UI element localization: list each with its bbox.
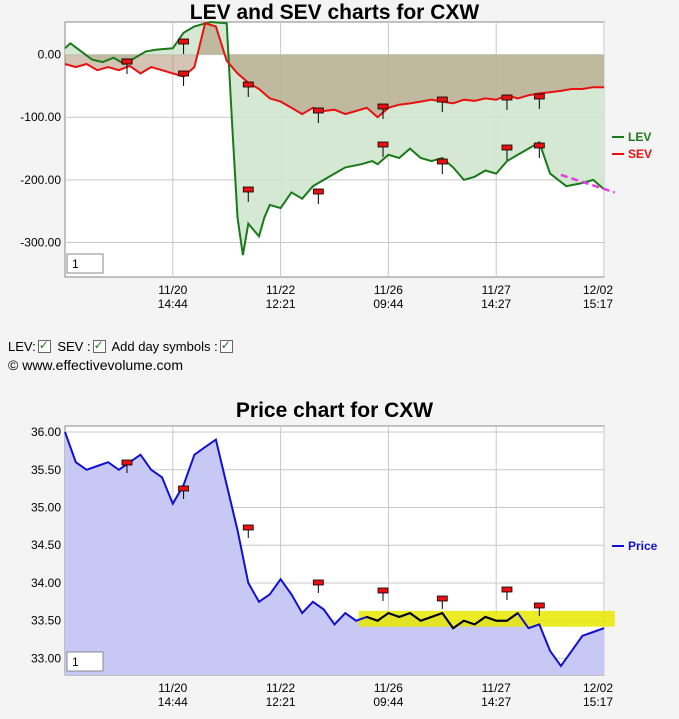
day-marker-flag [436, 96, 448, 103]
y-tick-label: 34.50 [31, 538, 61, 552]
day-marker-flag [377, 103, 389, 110]
page-number: 1 [72, 257, 79, 271]
day-symbols-checkbox[interactable] [219, 338, 233, 353]
price-area-fill [65, 432, 604, 675]
x-tick-label-time: 14:27 [481, 297, 511, 311]
x-tick-label-date: 11/26 [374, 283, 403, 297]
day-marker-flag [501, 586, 513, 593]
day-marker-flag [377, 141, 389, 148]
day-marker-flag [533, 93, 545, 100]
copyright-text: © www.effectivevolume.com [8, 357, 184, 373]
y-tick-label: 33.50 [31, 614, 61, 628]
day-marker-flag [436, 158, 448, 165]
day-marker-flag [377, 587, 389, 594]
x-tick-label-time: 12:21 [266, 695, 296, 709]
page-number: 1 [72, 655, 79, 669]
legend-entry: LEV [628, 130, 651, 144]
day-marker-flag [501, 94, 513, 101]
day-marker-flag [312, 107, 324, 114]
day-marker-flag [242, 186, 254, 193]
x-tick-label-date: 12/02 [583, 283, 613, 297]
y-tick-label: -300.00 [20, 236, 61, 250]
x-tick-label-time: 15:17 [583, 695, 613, 709]
day-symbols-toggle-label: Add day symbols : [111, 339, 218, 354]
day-marker-flag [533, 602, 545, 609]
x-tick-label-time: 12:21 [266, 297, 296, 311]
x-tick-label-time: 15:17 [583, 297, 613, 311]
day-marker-flag [533, 142, 545, 149]
x-tick-label-date: 11/20 [158, 681, 187, 695]
x-tick-label-date: 12/02 [583, 681, 613, 695]
x-tick-label-time: 09:44 [373, 297, 403, 311]
day-marker-flag [312, 188, 324, 195]
y-tick-label: 35.00 [31, 500, 61, 514]
sev-toggle-label: SEV : [57, 339, 91, 354]
day-marker-flag [242, 81, 254, 88]
x-tick-label-time: 14:27 [481, 695, 511, 709]
x-tick-label-time: 09:44 [373, 695, 403, 709]
sev-line [64, 22, 604, 119]
x-tick-label-date: 11/22 [266, 283, 295, 297]
day-marker-flag [178, 70, 189, 77]
page-number-box [66, 253, 104, 274]
day-marker-flag [312, 579, 324, 586]
lev-toggle-label: LEV: [8, 339, 36, 354]
x-tick-label-date: 11/20 [158, 283, 187, 297]
chart-title: LEV and SEV charts for CXW [190, 1, 480, 24]
series-toggle-bar: LEV: SEV : Add day symbols : [8, 338, 236, 354]
lev-checkbox[interactable] [37, 338, 51, 353]
day-marker-flag [436, 595, 448, 602]
day-marker-flag [242, 524, 254, 531]
legend-entry: Price [628, 539, 658, 553]
y-tick-label: 0.00 [38, 48, 62, 62]
sev-checkbox[interactable] [92, 338, 106, 353]
y-tick-label: 35.50 [31, 463, 61, 477]
x-tick-label-date: 11/22 [266, 681, 295, 695]
x-tick-label-time: 14:44 [158, 297, 188, 311]
y-tick-label: 36.00 [31, 425, 61, 439]
x-tick-label-time: 14:44 [158, 695, 188, 709]
day-marker-flag [178, 38, 189, 45]
y-tick-label: 33.00 [31, 651, 61, 665]
lev-line [64, 20, 605, 256]
price-black-segment [366, 611, 519, 630]
y-tick-label: -100.00 [20, 110, 61, 124]
day-marker-flag [121, 459, 133, 466]
x-tick-label-date: 11/27 [482, 681, 511, 695]
legend-entry: SEV [628, 147, 652, 161]
day-marker-flag [501, 144, 513, 151]
day-marker-flag [178, 485, 189, 492]
x-tick-label-date: 11/27 [482, 283, 511, 297]
trend-dashed-line [560, 173, 616, 194]
highlight-band [358, 610, 615, 627]
x-tick-label-date: 11/26 [374, 681, 403, 695]
page-number-box [66, 651, 104, 672]
y-tick-label: 34.00 [31, 576, 61, 590]
y-tick-label: -200.00 [20, 173, 61, 187]
chart-title: Price chart for CXW [236, 399, 433, 422]
day-marker-flag [121, 58, 133, 65]
